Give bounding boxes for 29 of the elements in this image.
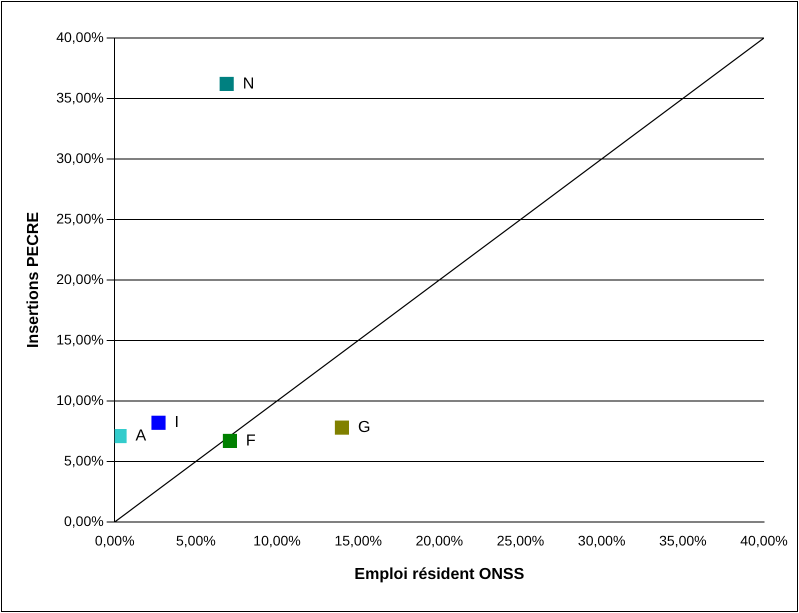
y-axis-title: Insertions PECRE bbox=[25, 212, 42, 348]
series-label: F bbox=[246, 432, 256, 450]
series-label: A bbox=[136, 427, 147, 444]
x-tick-label: 40,00% bbox=[740, 532, 788, 548]
x-tick-label: 15,00% bbox=[334, 532, 382, 548]
y-tick-label: 20,00% bbox=[56, 270, 104, 287]
x-tick-label: 35,00% bbox=[659, 532, 707, 548]
x-tick-label: 5,00% bbox=[176, 532, 216, 548]
series-label: G bbox=[358, 419, 370, 436]
y-tick-label: 35,00% bbox=[56, 89, 104, 106]
point bbox=[151, 416, 166, 430]
y-tick-label: 10,00% bbox=[56, 392, 104, 408]
y-tick-label: 25,00% bbox=[56, 210, 104, 226]
x-tick-label: 10,00% bbox=[253, 532, 301, 548]
point bbox=[222, 434, 238, 448]
series-label: I bbox=[174, 414, 179, 432]
y-tick-label: 15,00% bbox=[56, 331, 104, 348]
x-tick-label: 0,00% bbox=[94, 532, 135, 548]
x-axis-title: Emploi résident ONSS bbox=[354, 566, 525, 583]
y-tick-label: 0,00% bbox=[64, 512, 104, 529]
y-tick-label: 5,00% bbox=[64, 452, 104, 468]
series-label: N bbox=[242, 75, 254, 92]
y-tick-label: 30,00% bbox=[56, 150, 104, 166]
point bbox=[334, 420, 350, 435]
x-tick-label: 20,00% bbox=[416, 532, 464, 548]
y-tick-label: 40,00% bbox=[56, 28, 104, 45]
x-tick-label: 25,00% bbox=[496, 532, 544, 548]
x-tick-label: 30,00% bbox=[578, 532, 626, 548]
point bbox=[220, 76, 234, 92]
